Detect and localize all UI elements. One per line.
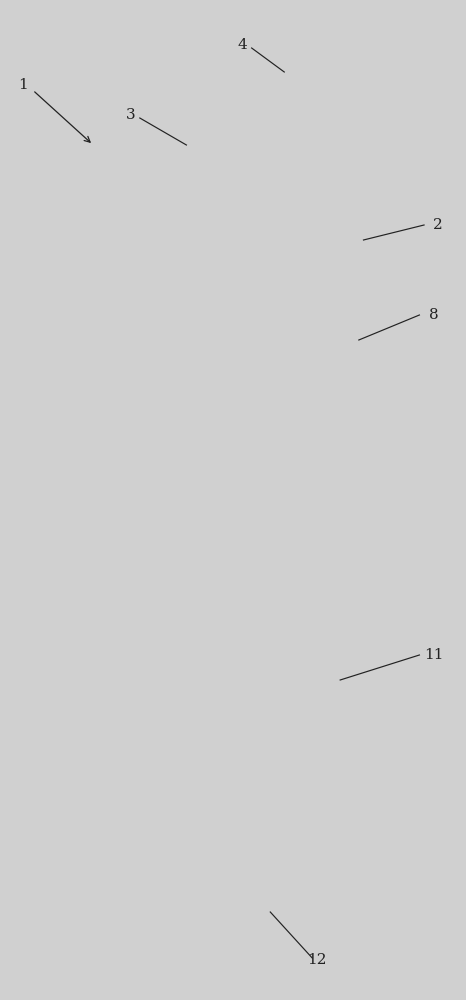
Text: 12: 12 (307, 953, 327, 967)
Text: 2: 2 (433, 218, 443, 232)
Text: 1: 1 (19, 78, 28, 92)
Text: 11: 11 (424, 648, 443, 662)
Text: 4: 4 (238, 38, 247, 52)
Text: 3: 3 (126, 108, 135, 122)
Text: 8: 8 (429, 308, 438, 322)
